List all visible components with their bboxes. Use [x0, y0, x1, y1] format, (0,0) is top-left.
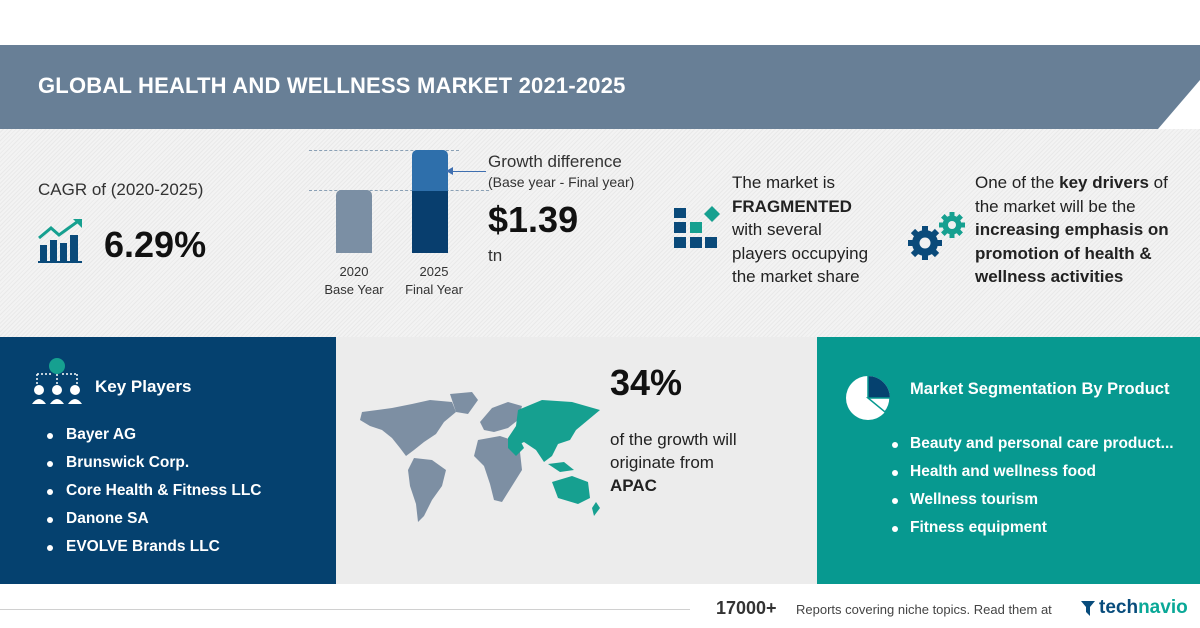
- growth-increment-bar: [412, 150, 448, 191]
- growth-unit: tn: [488, 246, 503, 265]
- final-year-guide-line: [309, 150, 459, 151]
- growth-subtitle: (Base year - Final year): [488, 174, 635, 190]
- list-item: Danone SA: [47, 508, 262, 536]
- market-structure-text: The market is FRAGMENTED with several pl…: [732, 173, 869, 286]
- base-year-guide-line: [309, 190, 489, 191]
- page-title: GLOBAL HEALTH AND WELLNESS MARKET 2021-2…: [38, 73, 626, 98]
- technavio-logo[interactable]: technavio: [1080, 597, 1188, 619]
- list-item: Wellness tourism: [892, 489, 1174, 517]
- world-map-icon: [360, 392, 600, 522]
- key-driver-text: One of the key drivers of the market wil…: [975, 173, 1169, 286]
- key-players-title: Key Players: [95, 377, 192, 396]
- list-item: Brunswick Corp.: [47, 452, 262, 480]
- gears-icon: [908, 212, 965, 260]
- cagr-value: 6.29%: [104, 224, 207, 265]
- segmentation-panel: [817, 337, 1200, 584]
- list-item: Fitness equipment: [892, 517, 1174, 545]
- brand-name: technavio: [1099, 597, 1188, 618]
- pie-chart-icon: [846, 376, 891, 420]
- segmentation-title: Market Segmentation By Product: [910, 380, 1170, 398]
- list-item: Health and wellness food: [892, 461, 1174, 489]
- footer-divider: [0, 609, 690, 610]
- growth-title: Growth difference: [488, 152, 622, 171]
- footer-text: Reports covering niche topics. Read them…: [796, 602, 1052, 617]
- cagr-label: CAGR of (2020-2025): [38, 180, 204, 199]
- final-year-label: 2025 Final Year: [405, 264, 463, 297]
- key-players-icon: [32, 358, 82, 404]
- list-item: Beauty and personal care product...: [892, 433, 1174, 461]
- key-players-list: Bayer AG Brunswick Corp. Core Health & F…: [47, 424, 262, 564]
- list-item: Bayer AG: [47, 424, 262, 452]
- summary-section: [0, 129, 1200, 337]
- list-item: Core Health & Fitness LLC: [47, 480, 262, 508]
- segmentation-list: Beauty and personal care product... Heal…: [892, 433, 1174, 545]
- final-year-bar: [412, 191, 448, 253]
- header-banner: GLOBAL HEALTH AND WELLNESS MARKET 2021-2…: [0, 45, 1200, 129]
- region-growth-percent: 34%: [610, 362, 683, 403]
- list-item: EVOLVE Brands LLC: [47, 536, 262, 564]
- report-count: 17000+: [716, 598, 777, 618]
- base-year-label: 2020 Base Year: [324, 264, 384, 297]
- growth-value: $1.39: [488, 199, 579, 240]
- technavio-flag-icon: [1081, 601, 1095, 616]
- growth-chart-icon: [38, 219, 82, 263]
- region-growth-text: of the growth will originate from APAC: [610, 430, 737, 495]
- fragmented-blocks-icon: [674, 206, 720, 248]
- key-players-panel: [0, 337, 336, 584]
- arrow-left-icon: [446, 167, 486, 175]
- base-year-bar: [336, 190, 372, 253]
